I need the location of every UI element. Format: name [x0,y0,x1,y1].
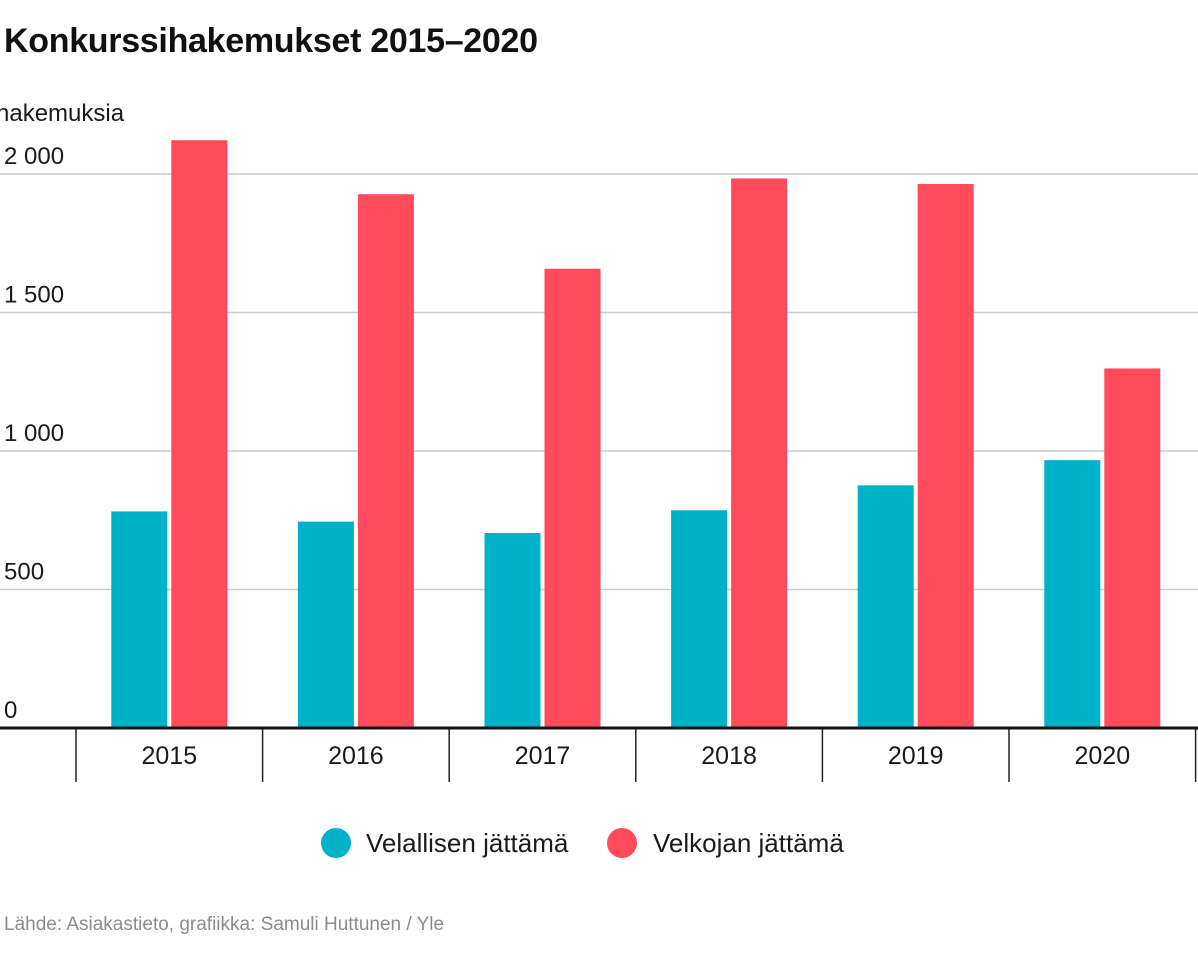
legend-marker-velallisen [321,828,351,858]
y-tick-label: 1 500 [4,282,64,309]
bar-velkojan-2020 [1104,368,1161,728]
y-tick-label: 1 000 [4,420,64,447]
y-axis-title: hakemuksia [0,100,125,127]
bar-velkojan-2017 [544,268,601,728]
bar-velallisen-2017 [484,532,541,728]
bar-velkojan-2016 [357,194,414,728]
bar-velallisen-2018 [671,510,728,728]
chart-title: Konkurssihakemukset 2015–2020 [4,22,538,60]
source-credit: Lähde: Asiakastieto, grafiikka: Samuli H… [4,914,445,935]
bar-velkojan-2018 [731,178,788,728]
bar-velkojan-2019 [917,183,974,729]
y-tick-label: 500 [4,559,44,586]
bar-velallisen-2015 [111,511,168,728]
bar-velallisen-2016 [297,521,354,728]
legend-marker-velkojan [607,828,637,858]
y-tick-label: 2 000 [4,143,64,170]
legend-label: Velallisen jättämä [366,828,569,858]
x-tick-label: 2016 [328,742,384,770]
x-tick-label: 2020 [1074,742,1130,770]
x-tick-label: 2015 [141,742,197,770]
bar-velallisen-2019 [857,485,914,728]
x-tick-label: 2017 [515,742,571,770]
x-tick-label: 2018 [701,742,757,770]
legend-label: Velkojan jättämä [653,828,844,858]
bar-velkojan-2015 [171,140,228,728]
x-tick-label: 2019 [888,742,944,770]
bar-velallisen-2020 [1044,460,1101,728]
y-tick-label: 0 [4,697,17,724]
